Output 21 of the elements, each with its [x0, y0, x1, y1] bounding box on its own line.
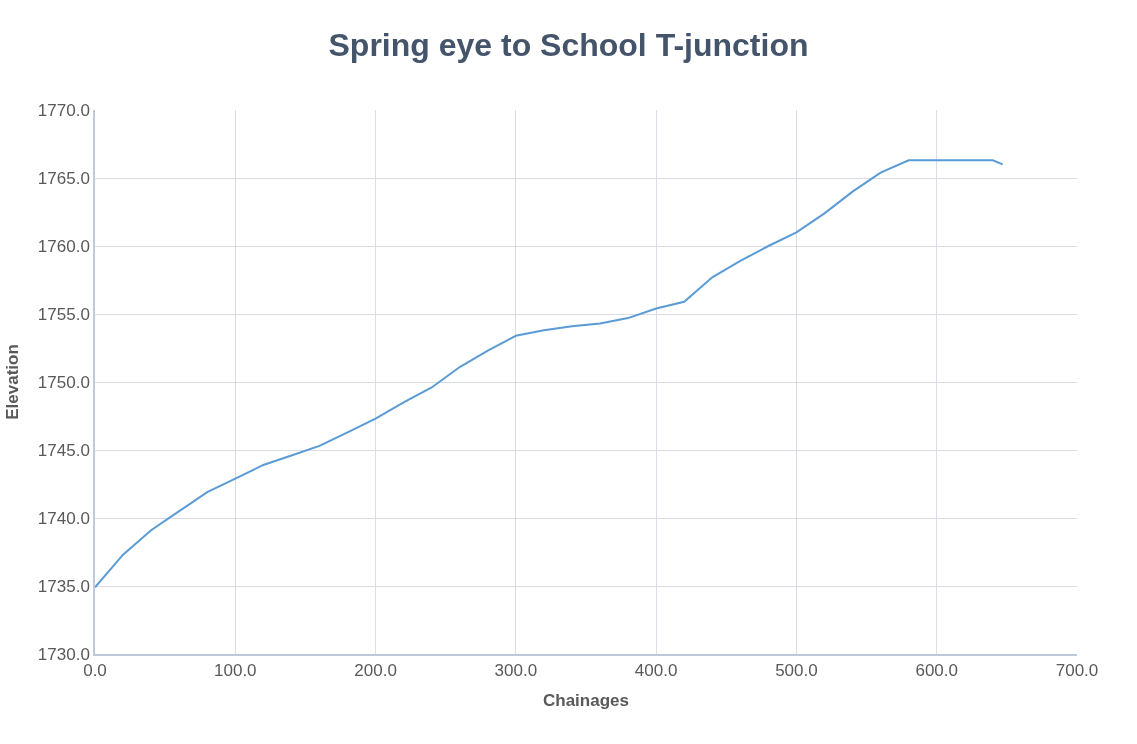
- x-tick-label: 0.0: [83, 661, 107, 681]
- y-tick-label: 1730.0: [37, 644, 90, 664]
- y-tick-label: 1770.0: [37, 100, 90, 120]
- x-tick-label: 400.0: [634, 661, 678, 681]
- x-axis-title: Chainages: [543, 691, 629, 711]
- x-tick-label: 300.0: [494, 661, 538, 681]
- y-tick-label: 1740.0: [37, 508, 90, 528]
- chart-title: Spring eye to School T-junction: [328, 26, 809, 63]
- x-tick-label: 500.0: [775, 661, 818, 681]
- y-tick-label: 1735.0: [37, 576, 90, 596]
- x-tick-label: 700.0: [1055, 661, 1099, 681]
- y-tick-label: 1760.0: [37, 236, 90, 256]
- x-tick-label: 100.0: [214, 661, 257, 681]
- y-axis-title: Elevation: [2, 344, 22, 420]
- y-tick-label: 1750.0: [37, 372, 90, 392]
- x-tick-label: 200.0: [354, 661, 397, 681]
- x-tick-label: 600.0: [915, 661, 958, 681]
- y-tick-label: 1765.0: [37, 168, 90, 188]
- y-tick-label: 1745.0: [37, 440, 90, 460]
- line-series: [95, 159, 1004, 589]
- y-tick-label: 1755.0: [37, 304, 90, 324]
